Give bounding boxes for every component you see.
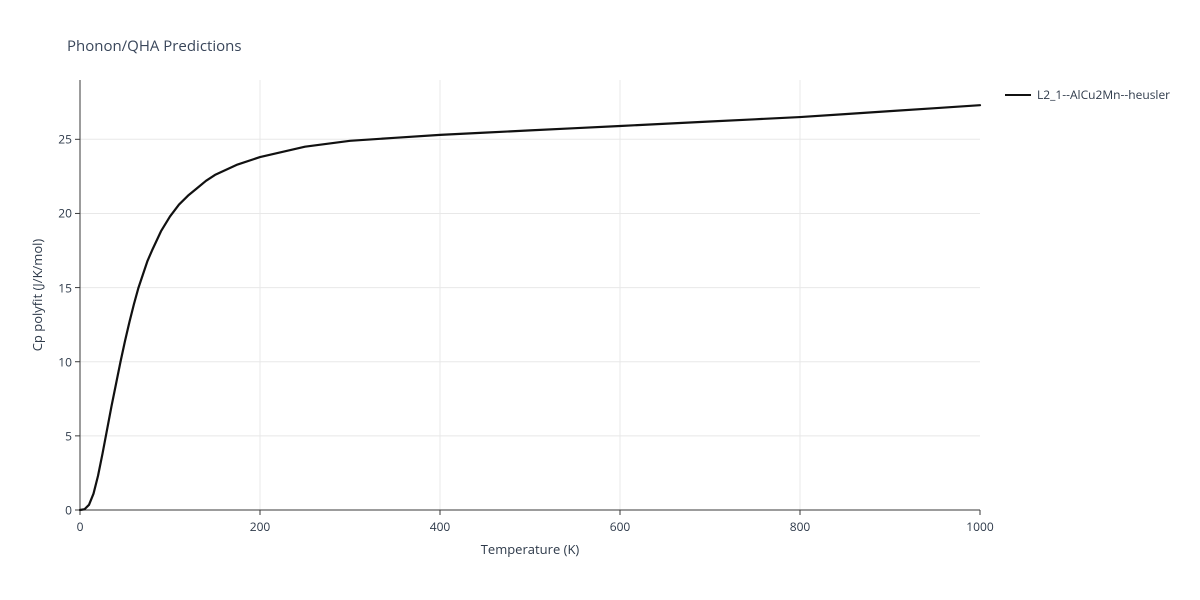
y-tick-label: 0 bbox=[42, 502, 72, 519]
x-tick-label: 200 bbox=[250, 518, 271, 535]
legend-swatch bbox=[1005, 94, 1031, 96]
legend-entry: L2_1--AlCu2Mn--heusler bbox=[1005, 86, 1170, 103]
y-tick-label: 5 bbox=[42, 427, 72, 444]
y-tick-label: 25 bbox=[42, 131, 72, 148]
y-tick-label: 20 bbox=[42, 205, 72, 222]
x-tick-label: 400 bbox=[430, 518, 451, 535]
x-tick-label: 800 bbox=[790, 518, 811, 535]
x-axis-label: Temperature (K) bbox=[430, 540, 630, 558]
x-tick-label: 0 bbox=[77, 518, 84, 535]
legend-label: L2_1--AlCu2Mn--heusler bbox=[1037, 86, 1170, 103]
x-tick-label: 1000 bbox=[966, 518, 993, 535]
y-tick-label: 15 bbox=[42, 279, 72, 296]
y-axis-label: Cp polyfit (J/K/mol) bbox=[28, 195, 46, 395]
x-tick-label: 600 bbox=[610, 518, 631, 535]
y-tick-label: 10 bbox=[42, 353, 72, 370]
chart-container: Phonon/QHA Predictions 02004006008001000… bbox=[0, 0, 1200, 600]
